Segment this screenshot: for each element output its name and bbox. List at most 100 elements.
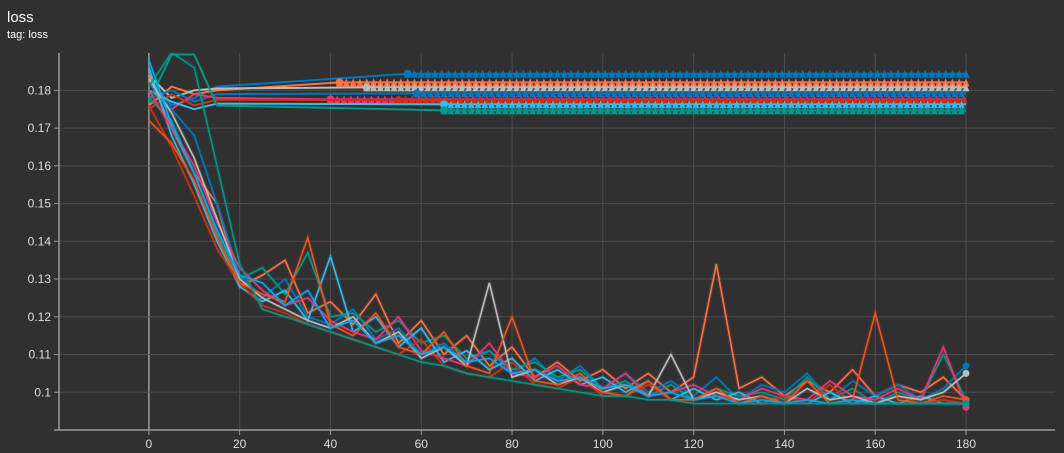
nan-marker-triangle bbox=[481, 106, 489, 115]
nan-marker-triangle bbox=[930, 100, 938, 109]
nan-marker-triangle bbox=[628, 69, 636, 78]
nan-marker-triangle bbox=[867, 69, 875, 78]
nan-marker-triangle bbox=[955, 78, 963, 87]
y-tick-label: 0.12 bbox=[28, 310, 52, 324]
nan-marker-triangle bbox=[921, 69, 929, 78]
nan-marker-triangle bbox=[608, 69, 616, 78]
y-tick-label: 0.14 bbox=[28, 234, 52, 248]
nan-marker-triangle bbox=[553, 69, 561, 78]
nan-marker-triangle bbox=[962, 83, 970, 92]
nan-marker-triangle bbox=[826, 83, 834, 92]
nan-marker-triangle bbox=[853, 83, 861, 92]
nan-marker-triangle bbox=[937, 100, 945, 109]
nan-marker-triangle bbox=[656, 69, 664, 78]
nan-marker-triangle bbox=[665, 100, 673, 109]
nan-marker-triangle bbox=[622, 78, 630, 87]
nan-marker-triangle bbox=[508, 100, 516, 109]
series-end-dot bbox=[962, 400, 970, 408]
nan-marker-triangle bbox=[692, 106, 700, 115]
nan-marker-triangle bbox=[792, 83, 800, 92]
nan-marker-triangle bbox=[699, 100, 707, 109]
nan-marker-triangle bbox=[492, 78, 500, 87]
nan-marker-triangle bbox=[935, 83, 943, 92]
nan-marker-triangle bbox=[597, 89, 605, 98]
nan-marker-triangle bbox=[921, 78, 929, 87]
series-end-dot bbox=[962, 369, 970, 377]
nan-marker-triangle bbox=[658, 100, 666, 109]
nan-marker-triangle bbox=[731, 83, 739, 92]
nan-marker-triangle bbox=[842, 100, 850, 109]
nan-marker-triangle bbox=[751, 83, 759, 92]
nan-marker-triangle bbox=[957, 106, 965, 115]
nan-marker-triangle bbox=[624, 100, 632, 109]
nan-marker-triangle bbox=[849, 106, 857, 115]
nan-marker-triangle bbox=[930, 106, 938, 115]
nan-marker-triangle bbox=[805, 69, 813, 78]
nan-marker-triangle bbox=[944, 100, 952, 109]
nan-marker-triangle bbox=[671, 106, 679, 115]
nan-marker-triangle bbox=[601, 69, 609, 78]
nan-marker-triangle bbox=[658, 89, 666, 98]
nan-marker-triangle bbox=[445, 69, 453, 78]
flat-series-line-2 bbox=[148, 74, 967, 100]
nan-marker-triangle bbox=[767, 89, 775, 98]
nan-marker-triangle bbox=[528, 89, 536, 98]
nan-marker-triangle bbox=[692, 89, 700, 98]
y-tick-label: 0.13 bbox=[28, 272, 52, 286]
nan-marker-triangle bbox=[744, 83, 752, 92]
nan-marker-triangle bbox=[563, 89, 571, 98]
nan-marker-triangle bbox=[944, 89, 952, 98]
nan-marker-triangle bbox=[778, 83, 786, 92]
nan-marker-triangle bbox=[465, 78, 473, 87]
nan-marker-triangle bbox=[828, 106, 836, 115]
nan-marker-triangle bbox=[390, 78, 398, 87]
nan-marker-triangle bbox=[733, 100, 741, 109]
nan-marker-triangle bbox=[635, 69, 643, 78]
nan-marker-triangle bbox=[426, 89, 434, 98]
nan-marker-triangle bbox=[765, 78, 773, 87]
nan-marker-triangle bbox=[553, 78, 561, 87]
nan-marker-triangle bbox=[951, 100, 959, 109]
nan-marker-triangle bbox=[556, 89, 564, 98]
nan-marker-triangle bbox=[896, 100, 904, 109]
nan-marker-triangle bbox=[923, 89, 931, 98]
nan-marker-triangle bbox=[751, 78, 759, 87]
nan-marker-triangle bbox=[383, 78, 391, 87]
nan-marker-triangle bbox=[887, 78, 895, 87]
nan-marker-triangle bbox=[903, 89, 911, 98]
nan-marker-triangle bbox=[855, 100, 863, 109]
nan-marker-triangle bbox=[597, 100, 605, 109]
nan-marker-triangle bbox=[678, 100, 686, 109]
nan-marker-triangle bbox=[519, 69, 527, 78]
nan-marker-triangle bbox=[615, 69, 623, 78]
nan-marker-triangle bbox=[842, 106, 850, 115]
nan-marker-triangle bbox=[390, 83, 398, 92]
nan-marker-triangle bbox=[678, 106, 686, 115]
nan-marker-triangle bbox=[370, 78, 378, 87]
nan-marker-triangle bbox=[447, 89, 455, 98]
nan-marker-triangle bbox=[624, 106, 632, 115]
nan-marker-triangle bbox=[522, 100, 530, 109]
nan-marker-triangle bbox=[814, 89, 822, 98]
nan-marker-triangle bbox=[547, 69, 555, 78]
nan-marker-triangle bbox=[805, 83, 813, 92]
nan-marker-triangle bbox=[617, 89, 625, 98]
nan-marker-triangle bbox=[692, 100, 700, 109]
nan-marker-triangle bbox=[726, 89, 734, 98]
nan-marker-triangle bbox=[556, 100, 564, 109]
nan-marker-triangle bbox=[494, 89, 502, 98]
nan-marker-triangle bbox=[771, 69, 779, 78]
nan-marker-triangle bbox=[917, 89, 925, 98]
nan-marker-triangle bbox=[928, 83, 936, 92]
nan-marker-triangle bbox=[610, 106, 618, 115]
nan-marker-triangle bbox=[404, 78, 412, 87]
nan-marker-triangle bbox=[780, 100, 788, 109]
nan-marker-triangle bbox=[948, 83, 956, 92]
chart-title: loss bbox=[7, 9, 34, 26]
nan-marker-triangle bbox=[880, 78, 888, 87]
nan-marker-triangle bbox=[753, 100, 761, 109]
nan-marker-triangle bbox=[528, 106, 536, 115]
nan-marker-triangle bbox=[429, 96, 437, 105]
nan-marker-triangle bbox=[438, 69, 446, 78]
